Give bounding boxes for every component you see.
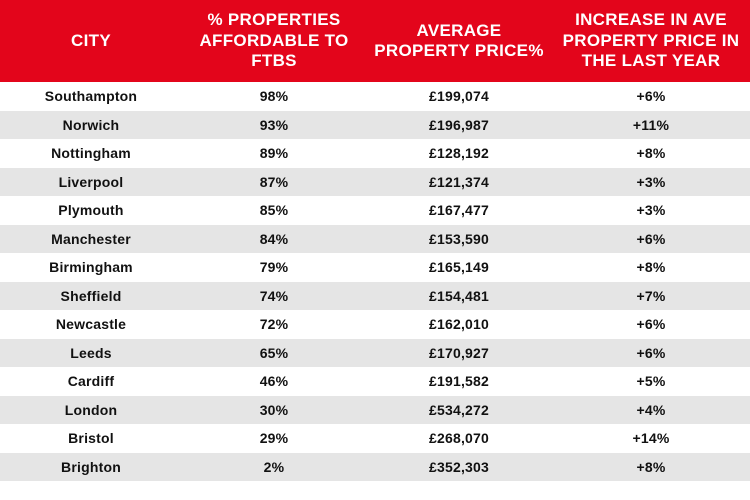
cell-city: Cardiff: [0, 367, 182, 396]
table-body: Southampton98%£199,074+6%Norwich93%£196,…: [0, 82, 750, 481]
property-table: CITY % PROPERTIES AFFORDABLE TO FTBS AVE…: [0, 0, 750, 481]
cell-avg_price: £121,374: [366, 168, 552, 197]
cell-city: Plymouth: [0, 196, 182, 225]
cell-affordable: 93%: [182, 111, 366, 140]
table-row: Bristol29%£268,070+14%: [0, 424, 750, 453]
table-row: Norwich93%£196,987+11%: [0, 111, 750, 140]
table-row: Sheffield74%£154,481+7%: [0, 282, 750, 311]
cell-avg_price: £167,477: [366, 196, 552, 225]
table-row: Cardiff46%£191,582+5%: [0, 367, 750, 396]
cell-affordable: 65%: [182, 339, 366, 368]
cell-affordable: 2%: [182, 453, 366, 482]
table-row: Leeds65%£170,927+6%: [0, 339, 750, 368]
cell-increase: +14%: [552, 424, 750, 453]
cell-increase: +8%: [552, 139, 750, 168]
cell-city: Norwich: [0, 111, 182, 140]
cell-affordable: 72%: [182, 310, 366, 339]
cell-affordable: 30%: [182, 396, 366, 425]
cell-city: Bristol: [0, 424, 182, 453]
cell-city: Leeds: [0, 339, 182, 368]
cell-avg_price: £162,010: [366, 310, 552, 339]
table-row: Brighton2%£352,303+8%: [0, 453, 750, 482]
cell-city: Brighton: [0, 453, 182, 482]
cell-increase: +11%: [552, 111, 750, 140]
cell-increase: +5%: [552, 367, 750, 396]
cell-increase: +6%: [552, 225, 750, 254]
cell-increase: +6%: [552, 310, 750, 339]
cell-city: Southampton: [0, 82, 182, 111]
cell-increase: +6%: [552, 82, 750, 111]
cell-affordable: 46%: [182, 367, 366, 396]
cell-affordable: 84%: [182, 225, 366, 254]
cell-increase: +3%: [552, 196, 750, 225]
cell-city: Liverpool: [0, 168, 182, 197]
cell-city: Birmingham: [0, 253, 182, 282]
cell-avg_price: £191,582: [366, 367, 552, 396]
table-row: Southampton98%£199,074+6%: [0, 82, 750, 111]
table-row: Plymouth85%£167,477+3%: [0, 196, 750, 225]
cell-affordable: 98%: [182, 82, 366, 111]
cell-avg_price: £153,590: [366, 225, 552, 254]
col-header-affordable: % PROPERTIES AFFORDABLE TO FTBS: [182, 0, 366, 82]
cell-avg_price: £268,070: [366, 424, 552, 453]
cell-affordable: 74%: [182, 282, 366, 311]
col-header-increase: INCREASE IN AVE PROPERTY PRICE IN THE LA…: [552, 0, 750, 82]
table-row: Liverpool87%£121,374+3%: [0, 168, 750, 197]
cell-increase: +3%: [552, 168, 750, 197]
table-header: CITY % PROPERTIES AFFORDABLE TO FTBS AVE…: [0, 0, 750, 82]
cell-avg_price: £154,481: [366, 282, 552, 311]
cell-avg_price: £165,149: [366, 253, 552, 282]
table-row: Manchester84%£153,590+6%: [0, 225, 750, 254]
cell-increase: +8%: [552, 453, 750, 482]
cell-city: London: [0, 396, 182, 425]
cell-city: Nottingham: [0, 139, 182, 168]
cell-avg_price: £196,987: [366, 111, 552, 140]
table-row: Nottingham89%£128,192+8%: [0, 139, 750, 168]
cell-affordable: 87%: [182, 168, 366, 197]
cell-increase: +8%: [552, 253, 750, 282]
table-row: Birmingham79%£165,149+8%: [0, 253, 750, 282]
cell-affordable: 89%: [182, 139, 366, 168]
cell-increase: +4%: [552, 396, 750, 425]
cell-avg_price: £128,192: [366, 139, 552, 168]
cell-affordable: 85%: [182, 196, 366, 225]
cell-city: Manchester: [0, 225, 182, 254]
col-header-avg-price: AVERAGE PROPERTY PRICE%: [366, 0, 552, 82]
cell-city: Sheffield: [0, 282, 182, 311]
cell-affordable: 79%: [182, 253, 366, 282]
table-row: London30%£534,272+4%: [0, 396, 750, 425]
cell-increase: +7%: [552, 282, 750, 311]
cell-affordable: 29%: [182, 424, 366, 453]
cell-avg_price: £534,272: [366, 396, 552, 425]
cell-avg_price: £352,303: [366, 453, 552, 482]
cell-avg_price: £170,927: [366, 339, 552, 368]
cell-city: Newcastle: [0, 310, 182, 339]
table-row: Newcastle72%£162,010+6%: [0, 310, 750, 339]
cell-avg_price: £199,074: [366, 82, 552, 111]
cell-increase: +6%: [552, 339, 750, 368]
col-header-city: CITY: [0, 0, 182, 82]
